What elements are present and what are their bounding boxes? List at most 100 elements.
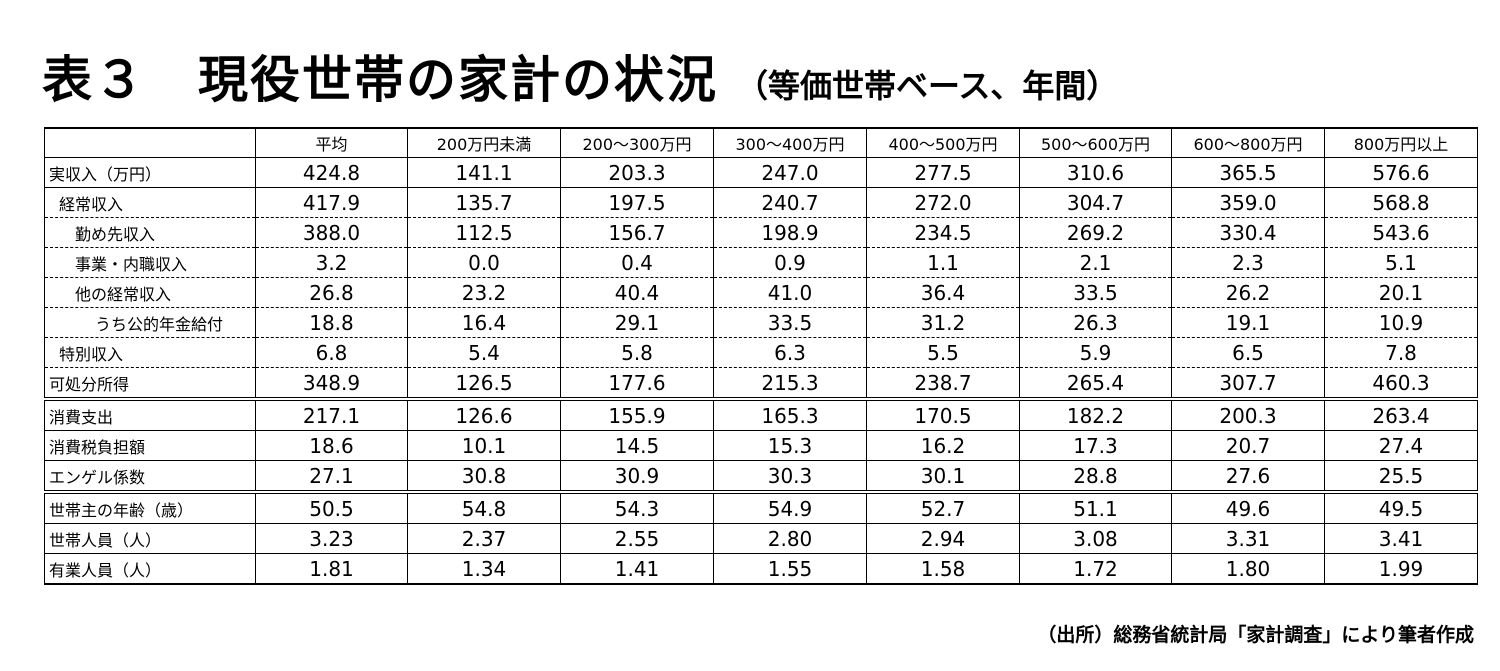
value-cell: 5.9 [1019, 337, 1172, 368]
table-row: 勤め先収入 388.0 112.5 156.7 198.9 234.5 269.2 330.4… [44, 217, 1478, 248]
value-cell: 3.2 [255, 247, 408, 278]
table-row: 消費税負担額 18.6 10.1 14.5 15.3 16.2 17.3 20.7 27.4 [44, 430, 1478, 461]
value-cell: 54.9 [713, 492, 867, 524]
value-cell: 197.5 [560, 187, 714, 218]
value-cell: 54.3 [560, 492, 714, 524]
row-label: 世帯人員（人） [44, 523, 256, 554]
value-cell: 40.4 [560, 277, 714, 308]
table-row: うち公的年金給付 18.8 16.4 29.1 33.5 31.2 26.3 19.1 10.9 [44, 307, 1478, 338]
value-cell: 359.0 [1171, 187, 1325, 218]
header-cell-under-200: 200万円未満 [407, 127, 561, 158]
value-cell: 18.8 [255, 307, 408, 338]
value-cell: 155.9 [560, 399, 714, 431]
table-row: エンゲル係数 27.1 30.8 30.9 30.3 30.1 28.8 27.6 25.5 [44, 460, 1478, 494]
value-cell: 49.5 [1324, 492, 1478, 524]
value-cell: 19.1 [1171, 307, 1325, 338]
row-label: 事業・内職収入 [44, 247, 256, 278]
value-cell: 27.6 [1171, 460, 1325, 494]
table-row: 経常収入 417.9 135.7 197.5 240.7 272.0 304.7 359.0 5… [44, 187, 1478, 218]
value-cell: 5.4 [407, 337, 561, 368]
table-row: 消費支出 217.1 126.6 155.9 165.3 170.5 182.2 200.3 2… [44, 399, 1478, 431]
value-cell: 5.1 [1324, 247, 1478, 278]
value-cell: 2.55 [560, 523, 714, 554]
value-cell: 14.5 [560, 430, 714, 461]
table-row: 他の経常収入 26.8 23.2 40.4 41.0 36.4 33.5 26.2 20.1 [44, 277, 1478, 308]
value-cell: 177.6 [560, 367, 714, 401]
value-cell: 16.4 [407, 307, 561, 338]
value-cell: 1.99 [1324, 553, 1478, 585]
header-cell-600-800: 600～800万円 [1171, 127, 1325, 158]
table-header-row: 平均 200万円未満 200～300万円 300～400万円 400～500万円… [44, 127, 1478, 158]
value-cell: 29.1 [560, 307, 714, 338]
value-cell: 0.4 [560, 247, 714, 278]
table-row: 実収入（万円） 424.8 141.1 203.3 247.0 277.5 310.6 365… [44, 157, 1478, 188]
value-cell: 36.4 [866, 277, 1020, 308]
value-cell: 576.6 [1324, 157, 1478, 188]
value-cell: 215.3 [713, 367, 867, 401]
value-cell: 304.7 [1019, 187, 1172, 218]
value-cell: 50.5 [255, 492, 408, 524]
source-note: （出所）総務省統計局「家計調査」により筆者作成 [1037, 624, 1474, 646]
row-label: 世帯主の年齢（歳） [44, 492, 256, 524]
header-cell-blank [44, 127, 256, 158]
value-cell: 234.5 [866, 217, 1020, 248]
value-cell: 17.3 [1019, 430, 1172, 461]
value-cell: 310.6 [1019, 157, 1172, 188]
value-cell: 265.4 [1019, 367, 1172, 401]
value-cell: 27.4 [1324, 430, 1478, 461]
header-cell-over-800: 800万円以上 [1324, 127, 1478, 158]
value-cell: 330.4 [1171, 217, 1325, 248]
value-cell: 28.8 [1019, 460, 1172, 494]
value-cell: 10.9 [1324, 307, 1478, 338]
value-cell: 1.55 [713, 553, 867, 585]
value-cell: 2.3 [1171, 247, 1325, 278]
value-cell: 7.8 [1324, 337, 1478, 368]
value-cell: 30.8 [407, 460, 561, 494]
value-cell: 170.5 [866, 399, 1020, 431]
value-cell: 1.81 [255, 553, 408, 585]
value-cell: 348.9 [255, 367, 408, 401]
header-cell-400-500: 400～500万円 [866, 127, 1020, 158]
header-cell-300-400: 300～400万円 [713, 127, 867, 158]
table-row: 特別収入 6.8 5.4 5.8 6.3 5.5 5.9 6.5 7.8 [44, 337, 1478, 368]
value-cell: 2.1 [1019, 247, 1172, 278]
value-cell: 1.34 [407, 553, 561, 585]
value-cell: 1.80 [1171, 553, 1325, 585]
value-cell: 182.2 [1019, 399, 1172, 431]
value-cell: 1.72 [1019, 553, 1172, 585]
value-cell: 30.3 [713, 460, 867, 494]
value-cell: 33.5 [713, 307, 867, 338]
value-cell: 460.3 [1324, 367, 1478, 401]
value-cell: 0.9 [713, 247, 867, 278]
row-label: 他の経常収入 [44, 277, 256, 308]
value-cell: 126.6 [407, 399, 561, 431]
value-cell: 365.5 [1171, 157, 1325, 188]
value-cell: 247.0 [713, 157, 867, 188]
value-cell: 49.6 [1171, 492, 1325, 524]
value-cell: 135.7 [407, 187, 561, 218]
table-row: 事業・内職収入 3.2 0.0 0.4 0.9 1.1 2.1 2.3 5.1 [44, 247, 1478, 278]
value-cell: 568.8 [1324, 187, 1478, 218]
value-cell: 0.0 [407, 247, 561, 278]
value-cell: 26.3 [1019, 307, 1172, 338]
value-cell: 25.5 [1324, 460, 1478, 494]
value-cell: 18.6 [255, 430, 408, 461]
value-cell: 15.3 [713, 430, 867, 461]
value-cell: 200.3 [1171, 399, 1325, 431]
value-cell: 30.1 [866, 460, 1020, 494]
value-cell: 6.8 [255, 337, 408, 368]
value-cell: 20.7 [1171, 430, 1325, 461]
value-cell: 238.7 [866, 367, 1020, 401]
value-cell: 27.1 [255, 460, 408, 494]
row-label: 経常収入 [44, 187, 256, 218]
value-cell: 20.1 [1324, 277, 1478, 308]
value-cell: 54.8 [407, 492, 561, 524]
value-cell: 30.9 [560, 460, 714, 494]
value-cell: 52.7 [866, 492, 1020, 524]
value-cell: 31.2 [866, 307, 1020, 338]
value-cell: 2.37 [407, 523, 561, 554]
value-cell: 3.23 [255, 523, 408, 554]
table-row: 可処分所得 348.9 126.5 177.6 215.3 238.7 265.4 307.7… [44, 367, 1478, 401]
value-cell: 198.9 [713, 217, 867, 248]
table-row: 有業人員（人） 1.81 1.34 1.41 1.55 1.58 1.72 1.80 1.99 [44, 553, 1478, 585]
